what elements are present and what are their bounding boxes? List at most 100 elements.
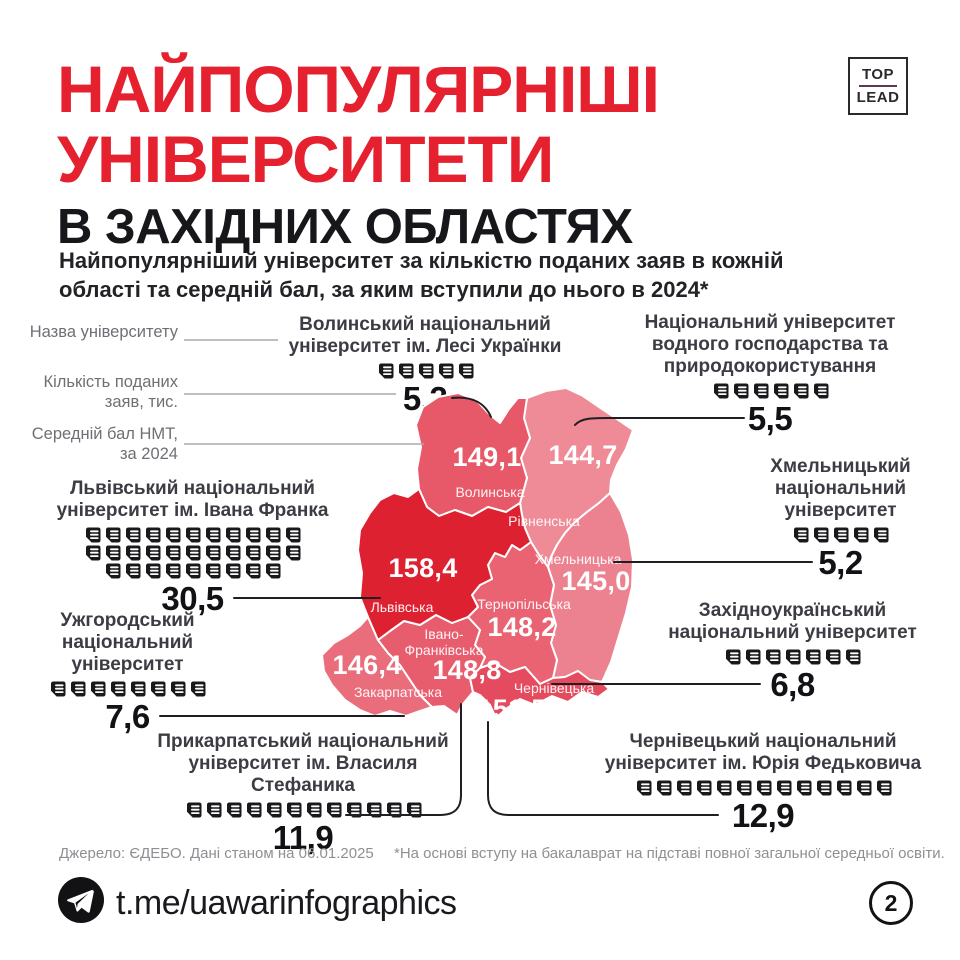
document-icon	[84, 545, 101, 561]
document-icon	[284, 527, 301, 543]
uni-name-prykarpatskyi: Прикарпатський національний університет …	[157, 731, 449, 797]
legend-university-name: Назва університету	[29, 323, 178, 341]
document-icon	[735, 780, 752, 796]
title-line-2: УНІВЕРСИТЕТИ	[57, 121, 554, 196]
uni-name-chernivetskyi: Чернівецький національний університет ім…	[604, 731, 922, 775]
map-label-ivano-frankivska-line2: Франківська	[405, 642, 484, 658]
document-icon	[744, 649, 761, 665]
source-note: Джерело: ЄДЕБО. Дані станом на 06.01.202…	[59, 845, 374, 862]
document-icon	[792, 383, 809, 399]
document-icon	[755, 780, 772, 796]
document-icon	[284, 545, 301, 561]
document-icon	[715, 780, 732, 796]
document-icon	[89, 681, 106, 697]
document-icon	[437, 363, 454, 379]
uni-icons-chernivetskyi	[635, 780, 892, 796]
document-icon	[417, 363, 434, 379]
toplead-logo-divider	[859, 85, 897, 87]
map-label-chernivetska: Чернівецька	[514, 680, 595, 696]
document-icon	[764, 649, 781, 665]
document-icon	[124, 563, 141, 579]
document-icon	[84, 527, 101, 543]
document-icon	[732, 383, 749, 399]
map-score-khmelnytska: 145,0	[561, 566, 630, 596]
document-icon	[204, 545, 221, 561]
document-icon	[224, 545, 241, 561]
map-label-rivnenska: Рівненська	[508, 513, 580, 529]
document-icon	[49, 681, 66, 697]
document-icon	[772, 383, 789, 399]
document-icon	[244, 545, 261, 561]
document-icon	[244, 563, 261, 579]
uni-value-zakhidnoukrainskyi: 6,8	[770, 666, 815, 704]
legend-average-score: Середній бал НМТ, за 2024	[31, 425, 178, 464]
toplead-logo-bottom: LEAD	[856, 89, 900, 106]
document-icon	[204, 527, 221, 543]
document-icon	[752, 383, 769, 399]
uni-block-prykarpatskyi: Прикарпатський національний університет …	[138, 731, 468, 854]
region-chernivetska	[469, 662, 610, 719]
telegram-link[interactable]: t.me/uawarinfographics	[116, 884, 457, 922]
document-icon	[812, 383, 829, 399]
toplead-logo-top: TOP	[861, 66, 895, 83]
uni-name-uzhhorod: Ужгородський національний університет	[60, 610, 195, 676]
document-icon	[264, 563, 281, 579]
document-icon	[104, 527, 121, 543]
document-icon	[184, 527, 201, 543]
uni-name-khmelnytskyi: Хмельницький національний університет	[770, 456, 911, 522]
document-icon	[144, 527, 161, 543]
document-icon	[285, 802, 302, 818]
uni-name-zakhidnoukrainskyi: Західноукраїнський національний універси…	[668, 600, 917, 644]
document-icon	[264, 527, 281, 543]
uni-icons-zakhidnoukrainskyi	[724, 649, 861, 665]
document-icon	[244, 527, 261, 543]
toplead-logo: TOP LEAD	[848, 57, 908, 115]
document-icon	[695, 780, 712, 796]
document-icon	[104, 545, 121, 561]
document-icon	[264, 545, 281, 561]
document-icon	[245, 802, 262, 818]
document-icon	[205, 802, 222, 818]
document-icon	[265, 802, 282, 818]
uni-block-lviv-franko: Львівський національний університет ім. …	[50, 478, 335, 615]
subtitle: Найпопулярніший університет за кількістю…	[59, 246, 859, 305]
document-icon	[109, 681, 126, 697]
legend-applications-count: Кількість поданих заяв, тис.	[43, 373, 178, 412]
uni-value-prykarpatskyi: 11,9	[272, 819, 334, 857]
uni-block-khmelnytskyi: Хмельницький національний університет 5,…	[758, 456, 923, 579]
uni-block-zakhidnoukrainskyi: Західноукраїнський національний універси…	[650, 600, 935, 701]
document-icon	[185, 802, 202, 818]
map-label-ivano-frankivska-line1: Івано-	[424, 626, 463, 642]
document-icon	[104, 563, 121, 579]
document-icon	[675, 780, 692, 796]
document-icon	[69, 681, 86, 697]
uni-icons-volyn	[377, 363, 474, 379]
subtitle-line-1: Найпопулярніший університет за кількістю…	[59, 248, 784, 273]
map-score-ternopilska: 148,2	[487, 612, 556, 642]
footnote: *На основі вступу на бакалаврат на підст…	[394, 845, 945, 862]
document-icon	[775, 780, 792, 796]
document-icon	[457, 363, 474, 379]
document-icon	[385, 802, 402, 818]
document-icon	[872, 527, 889, 543]
page-number-badge: 2	[869, 881, 913, 925]
map-score-chernivetska: 151,5	[477, 694, 546, 724]
document-icon	[129, 681, 146, 697]
document-icon	[855, 780, 872, 796]
document-icon	[164, 563, 181, 579]
document-icon	[844, 649, 861, 665]
uni-icons-prykarpatskyi	[185, 802, 422, 818]
document-icon	[795, 780, 812, 796]
uni-value-lviv-franko: 30,5	[161, 580, 224, 618]
document-icon	[377, 363, 394, 379]
map-score-zakarpatska: 146,4	[332, 650, 401, 680]
document-icon	[792, 527, 809, 543]
document-icon	[405, 802, 422, 818]
uni-value-uzhhorod: 7,6	[105, 698, 150, 736]
western-ukraine-map: 149,1 Волинська 144,7 Рівненська 145,0 Х…	[321, 387, 634, 724]
document-icon	[164, 527, 181, 543]
document-icon	[655, 780, 672, 796]
uni-block-chernivetskyi: Чернівецький національний університет ім…	[598, 731, 928, 832]
telegram-icon	[58, 877, 104, 923]
